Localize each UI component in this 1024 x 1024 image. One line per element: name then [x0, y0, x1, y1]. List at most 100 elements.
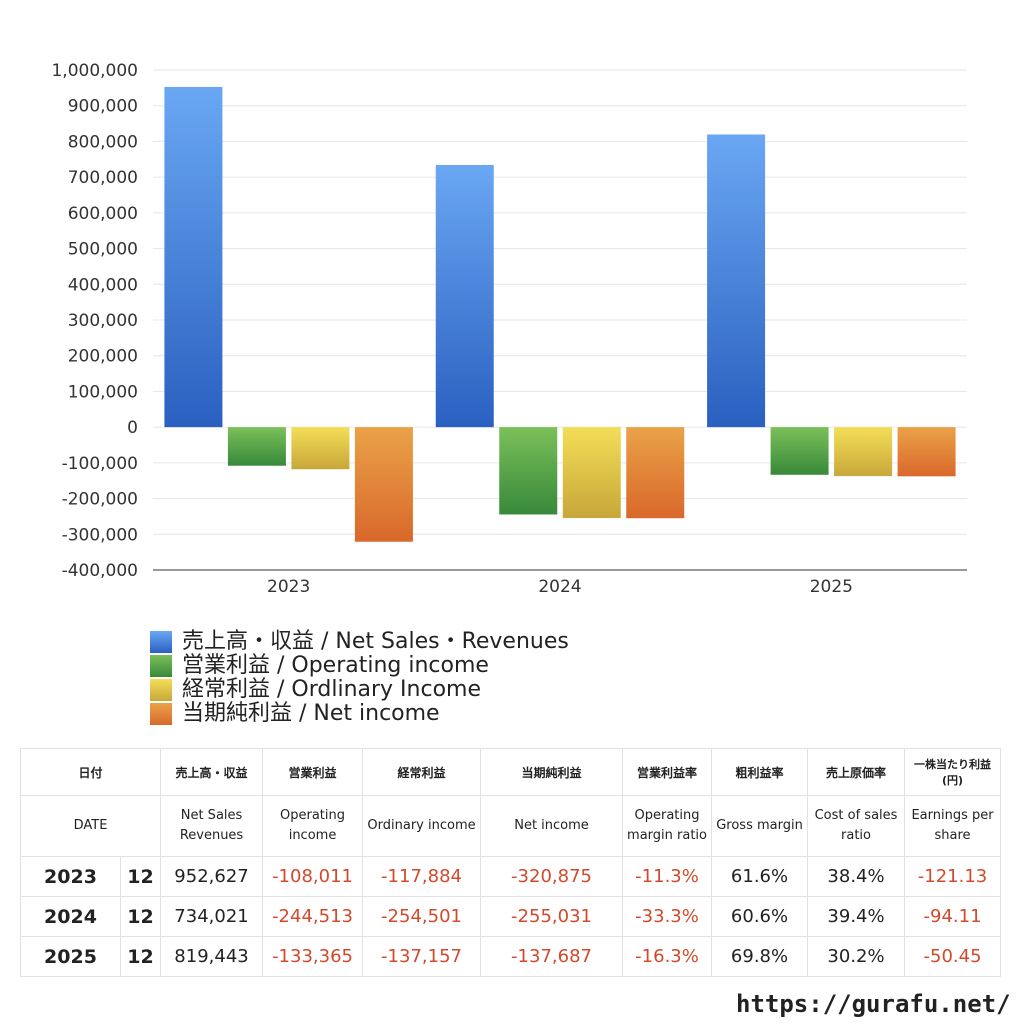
- table-row: 2025 12 819,443 -133,365 -137,157 -137,6…: [20, 936, 1002, 977]
- grid-lines: [153, 69, 967, 571]
- header-cell: Operating margin ratio: [622, 795, 713, 857]
- value-cell: -320,875: [480, 856, 624, 897]
- chart-legend: 売上高・収益 / Net Sales・Revenues 営業利益 / Opera…: [150, 630, 569, 726]
- y-tick-label: -200,000: [62, 490, 138, 510]
- header-cell: Earnings per share: [904, 795, 1002, 857]
- bar-2024-series-3: [626, 427, 685, 519]
- header-cell: Net Sales Revenues: [160, 795, 264, 857]
- x-tick-label: 2025: [810, 577, 853, 597]
- value-cell: -133,365: [262, 936, 364, 977]
- value-cell: 952,627: [160, 856, 264, 897]
- header-cell: Cost of sales ratio: [807, 795, 906, 857]
- header-cell: 営業利益率: [622, 748, 713, 796]
- y-tick-label: 900,000: [68, 97, 138, 117]
- value-cell: -94.11: [904, 896, 1002, 937]
- bar-2023-series-1: [227, 427, 286, 466]
- legend-swatch-net-income: [150, 703, 172, 725]
- value-cell: -121.13: [904, 856, 1002, 897]
- y-tick-label: 0: [127, 418, 138, 438]
- header-cell: Operating income: [262, 795, 364, 857]
- y-tick-label: 500,000: [68, 240, 138, 260]
- value-cell: -254,501: [362, 896, 482, 937]
- value-cell: 38.4%: [807, 856, 906, 897]
- y-tick-label: 600,000: [68, 204, 138, 224]
- financial-table: 日付 売上高・収益 営業利益 経常利益 当期純利益 営業利益率 粗利益率 売上原…: [19, 748, 1002, 977]
- table-header-en: DATE Net Sales Revenues Operating income…: [19, 795, 1002, 857]
- y-tick-label: -100,000: [62, 454, 138, 474]
- value-cell: -16.3%: [622, 936, 713, 977]
- legend-label: 経常利益 / Ordlinary Income: [182, 677, 481, 702]
- year-cell: 2023: [20, 856, 121, 897]
- header-cell: Ordinary income: [362, 795, 482, 857]
- value-cell: -137,687: [480, 936, 624, 977]
- header-cell: 売上原価率: [807, 748, 906, 796]
- bar-2025-series-0: [707, 134, 766, 428]
- header-cell: Gross margin: [711, 795, 809, 857]
- value-cell: 69.8%: [711, 936, 809, 977]
- value-cell: 39.4%: [807, 896, 906, 937]
- y-axis-tick-labels: 1,000,000 900,000 800,000 700,000 600,000 500…: [51, 61, 138, 581]
- legend-swatch-operating-income: [150, 655, 172, 677]
- value-cell: -50.45: [904, 936, 1002, 977]
- legend-item-operating-income: 営業利益 / Operating income: [150, 654, 569, 678]
- value-cell: 61.6%: [711, 856, 809, 897]
- value-cell: -244,513: [262, 896, 364, 937]
- bar-2023-series-0: [164, 86, 223, 428]
- site-url: https://gurafu.net/: [736, 990, 1011, 1018]
- value-cell: 819,443: [160, 936, 264, 977]
- x-tick-label: 2024: [538, 577, 581, 597]
- year-cell: 2024: [20, 896, 121, 937]
- header-cell: 粗利益率: [711, 748, 809, 796]
- x-tick-label: 2023: [267, 577, 310, 597]
- legend-label: 営業利益 / Operating income: [182, 653, 489, 678]
- header-cell: 営業利益: [262, 748, 364, 796]
- bar-2024-series-2: [562, 427, 621, 519]
- header-cell: 一株当たり利益(円): [904, 748, 1002, 796]
- year-cell: 2025: [20, 936, 121, 977]
- value-cell: -255,031: [480, 896, 624, 937]
- legend-label: 当期純利益 / Net income: [182, 701, 440, 726]
- y-tick-label: -400,000: [62, 561, 138, 581]
- header-cell: DATE: [19, 795, 162, 857]
- bar-2024-series-0: [435, 164, 494, 428]
- value-cell: -117,884: [362, 856, 482, 897]
- month-cell: 12: [119, 936, 162, 977]
- header-cell: 経常利益: [362, 748, 482, 796]
- y-tick-label: 200,000: [68, 347, 138, 367]
- month-cell: 12: [119, 896, 162, 937]
- value-cell: -33.3%: [622, 896, 713, 937]
- value-cell: -108,011: [262, 856, 364, 897]
- value-cell: 60.6%: [711, 896, 809, 937]
- bar-2024-series-1: [499, 427, 558, 515]
- bar-chart: 1,000,000 900,000 800,000 700,000 600,000 500…: [51, 61, 967, 597]
- legend-swatch-ordinary-income: [150, 679, 172, 701]
- y-tick-label: 300,000: [68, 311, 138, 331]
- legend-swatch-net-sales: [150, 631, 172, 653]
- header-cell: 売上高・収益: [160, 748, 264, 796]
- bar-2023-series-2: [291, 427, 350, 470]
- value-cell: -137,157: [362, 936, 482, 977]
- value-cell: 30.2%: [807, 936, 906, 977]
- table-header-jp: 日付 売上高・収益 営業利益 経常利益 当期純利益 営業利益率 粗利益率 売上原…: [19, 748, 1002, 796]
- value-cell: -11.3%: [622, 856, 713, 897]
- legend-item-net-sales: 売上高・収益 / Net Sales・Revenues: [150, 630, 569, 654]
- y-tick-label: 700,000: [68, 168, 138, 188]
- table-row: 2023 12 952,627 -108,011 -117,884 -320,8…: [20, 856, 1002, 897]
- table-row: 2024 12 734,021 -244,513 -254,501 -255,0…: [20, 896, 1002, 937]
- bar-2025-series-1: [770, 427, 829, 475]
- y-tick-label: 400,000: [68, 275, 138, 295]
- bar-2023-series-3: [354, 427, 413, 542]
- legend-item-net-income: 当期純利益 / Net income: [150, 702, 569, 726]
- y-tick-label: 100,000: [68, 382, 138, 402]
- header-cell: Net income: [480, 795, 624, 857]
- bar-2025-series-3: [897, 427, 956, 477]
- x-axis-tick-labels: 2023 2024 2025: [267, 577, 853, 597]
- header-cell: 当期純利益: [480, 748, 624, 796]
- legend-item-ordinary-income: 経常利益 / Ordlinary Income: [150, 678, 569, 702]
- bar-2025-series-2: [834, 427, 893, 477]
- header-cell: 日付: [19, 748, 162, 796]
- y-tick-label: 1,000,000: [51, 61, 138, 81]
- y-tick-label: 800,000: [68, 132, 138, 152]
- value-cell: 734,021: [160, 896, 264, 937]
- y-tick-label: -300,000: [62, 525, 138, 545]
